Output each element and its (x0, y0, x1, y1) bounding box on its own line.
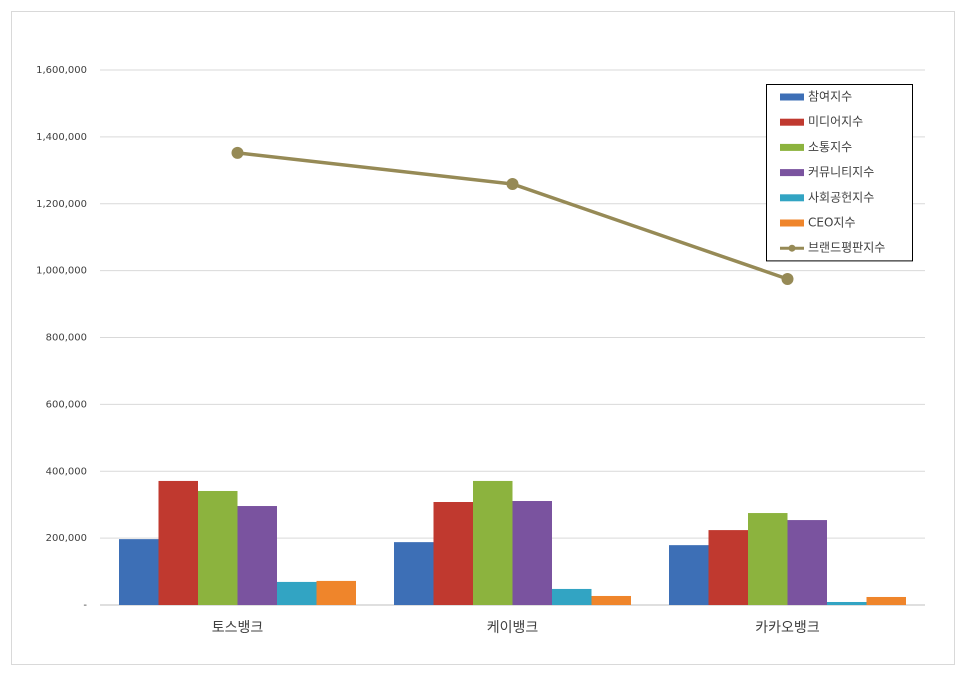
bar (866, 596, 906, 605)
x-tick-label: 케이뱅크 (487, 620, 539, 636)
bar (552, 588, 592, 605)
legend-label: 사회공헌지수 (808, 190, 874, 204)
y-tick-label: 200,000 (46, 533, 87, 544)
bar (198, 490, 238, 605)
y-tick-label: 1,200,000 (36, 199, 87, 210)
legend-swatch (788, 244, 796, 252)
bar (591, 595, 631, 605)
y-tick-label: 1,000,000 (36, 266, 87, 277)
legend-label: 미디어지수 (808, 115, 863, 129)
legend-swatch (780, 118, 804, 126)
legend-swatch (780, 194, 804, 202)
legend-swatch (780, 93, 804, 101)
line-marker (781, 272, 794, 285)
bar (158, 480, 198, 605)
bar (277, 581, 317, 605)
bar (316, 580, 356, 605)
bar (394, 542, 434, 605)
legend-label: 커뮤니티지수 (808, 165, 874, 179)
x-tick-label: 토스뱅크 (212, 620, 264, 636)
x-tick-label: 카카오뱅크 (755, 620, 820, 636)
bar (787, 520, 827, 605)
legend-label: 참여지수 (808, 90, 852, 104)
legend-swatch (780, 143, 804, 151)
legend-swatch (780, 169, 804, 177)
legend-label: 소통지수 (808, 140, 852, 154)
bar (827, 601, 867, 605)
bar (119, 539, 159, 605)
y-tick-label: 800,000 (46, 333, 87, 344)
y-tick-label: - (83, 600, 87, 611)
legend-label: 브랜드평판지수 (808, 241, 885, 255)
bar (473, 480, 513, 605)
bar (708, 530, 748, 605)
bar (512, 501, 552, 605)
line-marker (506, 178, 519, 191)
legend-label: CEO지수 (808, 216, 856, 230)
bar (748, 513, 788, 605)
bar (433, 502, 473, 605)
line-marker (231, 146, 244, 159)
y-tick-label: 1,400,000 (36, 132, 87, 143)
y-tick-label: 600,000 (46, 399, 87, 410)
y-tick-label: 400,000 (46, 466, 87, 477)
legend-swatch (780, 219, 804, 227)
bar (669, 545, 709, 605)
y-tick-label: 1,600,000 (36, 65, 87, 76)
bar (237, 506, 277, 605)
